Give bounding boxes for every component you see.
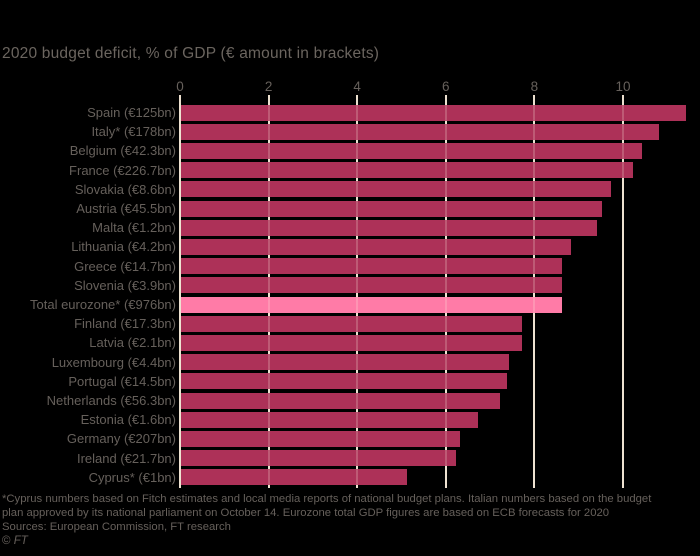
gridline — [533, 103, 536, 488]
bar-row: Germany (€207bn) — [0, 429, 700, 448]
bar-row: Slovenia (€3.9bn) — [0, 276, 700, 295]
bar-row: Ireland (€21.7bn) — [0, 449, 700, 468]
bar — [181, 373, 507, 390]
x-axis-tick-label: 2 — [264, 79, 273, 94]
x-axis-tick — [356, 95, 359, 103]
bar — [181, 392, 500, 409]
x-axis-tick — [444, 95, 447, 103]
category-label: Slovakia (€8.6bn) — [74, 181, 176, 197]
bar-row: Netherlands (€56.3bn) — [0, 391, 700, 410]
bar — [181, 104, 687, 121]
gridline-overlay — [533, 103, 536, 488]
bar-highlight — [181, 296, 562, 313]
gridline-overlay — [622, 103, 624, 488]
bar-row: Latvia (€2.1bn) — [0, 333, 700, 352]
bar — [181, 430, 461, 447]
gridline — [444, 103, 447, 488]
bar-row: Finland (€17.3bn) — [0, 314, 700, 333]
bar-row: Cyprus* (€1bn) — [0, 468, 700, 487]
category-label: Ireland (€21.7bn) — [76, 450, 176, 466]
gridline-overlay — [356, 103, 359, 488]
category-label: Portugal (€14.5bn) — [68, 373, 176, 389]
bar — [181, 354, 509, 371]
gridline — [356, 103, 359, 488]
bar — [181, 123, 660, 140]
bar — [181, 181, 611, 198]
category-label: Cyprus* (€1bn) — [88, 469, 176, 485]
ft-logo-text: FT — [13, 535, 28, 547]
chart-title: 2020 budget deficit, % of GDP (€ amount … — [2, 45, 380, 62]
bar-row: Greece (€14.7bn) — [0, 257, 700, 276]
sources-line: Sources: European Commission, FT researc… — [2, 521, 231, 533]
x-axis-tick — [267, 95, 270, 103]
category-label: Germany (€207bn) — [66, 431, 176, 447]
bar-row: Spain (€125bn) — [0, 103, 700, 122]
x-axis-tick — [533, 95, 536, 103]
bar-row: Belgium (€42.3bn) — [0, 141, 700, 160]
category-label: France (€226.7bn) — [69, 162, 176, 178]
bar — [181, 200, 602, 217]
category-label: Italy* (€178bn) — [91, 124, 176, 140]
bar — [181, 219, 598, 236]
category-label: Latvia (€2.1bn) — [89, 335, 176, 351]
bar-row: Estonia (€1.6bn) — [0, 410, 700, 429]
gridline-overlay — [179, 103, 181, 488]
bar-row: Slovakia (€8.6bn) — [0, 180, 700, 199]
bar — [181, 450, 456, 467]
x-axis-tick-label: 8 — [530, 79, 539, 94]
ft-credit: © FT — [2, 535, 28, 547]
bar — [181, 238, 571, 255]
category-label: Spain (€125bn) — [87, 105, 176, 121]
bar-row: Portugal (€14.5bn) — [0, 372, 700, 391]
bar-row: Italy* (€178bn) — [0, 122, 700, 141]
bar-row: France (€226.7bn) — [0, 161, 700, 180]
category-label: Lithuania (€4.2bn) — [71, 239, 176, 255]
chart-footnote: *Cyprus numbers based on Fitch estimates… — [2, 492, 696, 548]
bar — [181, 258, 562, 275]
bar — [181, 315, 523, 332]
category-label: Malta (€1.2bn) — [92, 220, 176, 236]
bar — [181, 411, 478, 428]
x-axis-tick-label: 6 — [442, 79, 450, 94]
bar — [181, 334, 523, 351]
x-axis-tick-label: 10 — [615, 79, 631, 94]
bar — [181, 469, 407, 486]
footnote-line: plan approved by its national parliament… — [2, 507, 610, 519]
x-axis-tick-label: 0 — [176, 79, 184, 94]
gridline — [179, 103, 181, 488]
category-label: Greece (€14.7bn) — [74, 258, 176, 274]
x-axis-tick-label: 4 — [353, 79, 361, 94]
category-label: Total eurozone* (€976bn) — [30, 297, 176, 313]
category-label: Finland (€17.3bn) — [74, 316, 176, 332]
bar — [181, 162, 633, 179]
bar — [181, 142, 642, 159]
bar-row: Luxembourg (€4.4bn) — [0, 353, 700, 372]
bar-row: Total eurozone* (€976bn) — [0, 295, 700, 314]
x-axis-tick — [622, 95, 624, 103]
gridline — [267, 103, 270, 488]
gridline-overlay — [444, 103, 447, 488]
x-axis-tick — [179, 95, 181, 103]
bar-row: Austria (€45.5bn) — [0, 199, 700, 218]
category-label: Estonia (€1.6bn) — [80, 412, 176, 428]
category-label: Slovenia (€3.9bn) — [74, 277, 176, 293]
bar — [181, 277, 562, 294]
category-label: Netherlands (€56.3bn) — [46, 393, 176, 409]
gridline — [622, 103, 624, 488]
category-label: Belgium (€42.3bn) — [69, 143, 176, 159]
bar-row: Malta (€1.2bn) — [0, 218, 700, 237]
category-label: Austria (€45.5bn) — [76, 201, 176, 217]
category-label: Luxembourg (€4.4bn) — [51, 354, 176, 370]
footnote-line: *Cyprus numbers based on Fitch estimates… — [2, 493, 652, 505]
bar-row: Lithuania (€4.2bn) — [0, 237, 700, 256]
gridline-overlay — [267, 103, 270, 488]
